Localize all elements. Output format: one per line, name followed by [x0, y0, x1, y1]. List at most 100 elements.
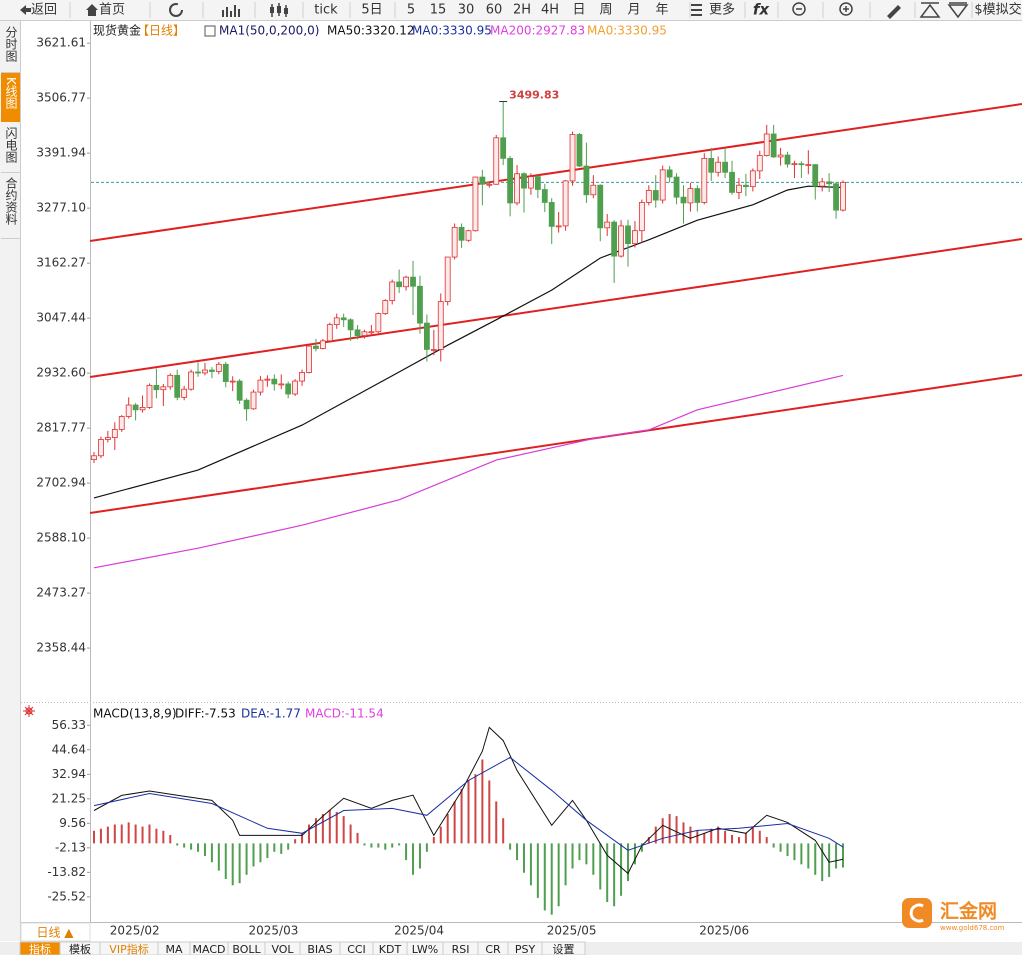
- home-icon[interactable]: [86, 4, 98, 16]
- candle-body: [819, 181, 826, 187]
- macd-bar: [564, 843, 567, 886]
- macd-bar: [321, 814, 324, 844]
- candle-body: [638, 202, 645, 232]
- bottom-tab[interactable]: BOLL: [232, 943, 261, 955]
- toolbar-button[interactable]: 4H: [541, 3, 559, 18]
- toolbar-button[interactable]: 5日: [361, 3, 382, 18]
- bottom-tab[interactable]: MA: [165, 943, 182, 955]
- macd-bar: [606, 843, 609, 903]
- bottom-tab[interactable]: BIAS: [307, 943, 332, 955]
- sidebar-tab[interactable]: K线图: [4, 77, 18, 109]
- triangle-down-icon[interactable]: [947, 2, 969, 19]
- bottom-tab[interactable]: MACD: [193, 943, 226, 955]
- macd-bar: [99, 828, 102, 844]
- candle-body: [666, 169, 673, 178]
- more-icon[interactable]: [691, 4, 702, 16]
- refresh-icon[interactable]: [169, 3, 183, 17]
- macd-bar: [217, 843, 220, 871]
- macd-bar: [356, 832, 359, 844]
- toolbar-button[interactable]: 更多: [709, 2, 735, 18]
- chart-icon[interactable]: [222, 5, 240, 17]
- macd-bar: [377, 843, 380, 848]
- logo-name: 汇金网: [940, 900, 997, 923]
- macd-bar: [710, 828, 713, 844]
- toolbar-button[interactable]: 返回: [31, 3, 57, 18]
- bottom-tab[interactable]: VOL: [271, 943, 294, 955]
- candle-body: [222, 363, 229, 382]
- macd-bar: [516, 843, 519, 861]
- back-icon[interactable]: [20, 5, 31, 15]
- toolbar-button[interactable]: fx: [753, 1, 771, 19]
- sidebar-tab[interactable]: 合约资料: [4, 176, 18, 225]
- macd-bar: [273, 843, 276, 852]
- toolbar-button[interactable]: 15: [430, 3, 447, 18]
- ma-line: [93, 374, 844, 569]
- bottom-tab[interactable]: LW%: [412, 943, 438, 955]
- candle-body: [299, 372, 305, 382]
- candle-body: [202, 369, 208, 374]
- toolbar-button[interactable]: 2H: [513, 3, 531, 18]
- zoom-out-icon[interactable]: [792, 2, 806, 16]
- macd-bar: [661, 818, 664, 844]
- pencil-icon[interactable]: [887, 5, 901, 19]
- macd-bar: [169, 834, 172, 844]
- macd-bar: [197, 843, 200, 852]
- toolbar-button[interactable]: 日: [572, 3, 585, 18]
- high-label: 3499.83: [509, 88, 559, 101]
- candle-body: [389, 281, 396, 302]
- triangle-up-icon[interactable]: [919, 2, 941, 18]
- candle-body: [236, 380, 243, 401]
- toolbar-button[interactable]: $模拟交: [974, 2, 1021, 18]
- macd-bar: [183, 843, 186, 848]
- bottom-tab[interactable]: RSI: [452, 943, 470, 955]
- toolbar-button[interactable]: tick: [314, 3, 338, 18]
- candle-body: [417, 285, 423, 324]
- macd-bar: [418, 843, 421, 869]
- candle-body: [437, 301, 444, 350]
- toolbar-button[interactable]: 首页: [99, 3, 125, 18]
- candle-body: [562, 180, 569, 227]
- candle-body: [763, 133, 770, 156]
- macd-bar: [162, 830, 165, 844]
- macd-bar: [578, 843, 581, 861]
- macd-bar: [328, 809, 331, 844]
- toolbar-button[interactable]: 周: [599, 3, 612, 18]
- bottom-tab[interactable]: PSY: [515, 943, 536, 955]
- bottom-tab[interactable]: 设置: [553, 943, 575, 955]
- y-tick-label: 3506.77: [36, 91, 86, 105]
- bottom-tab[interactable]: CCI: [347, 943, 366, 955]
- bottom-tab[interactable]: KDT: [379, 943, 402, 955]
- indicator-icon[interactable]: [204, 25, 216, 37]
- toolbar-button[interactable]: 年: [655, 3, 668, 18]
- macd-bar: [654, 826, 657, 844]
- zoom-in-icon[interactable]: [839, 2, 853, 16]
- candle-body: [451, 226, 458, 258]
- ma-line: [93, 185, 844, 499]
- toolbar-button[interactable]: 30: [458, 3, 475, 18]
- macd-bar: [370, 843, 373, 848]
- candle-body: [167, 374, 174, 388]
- toolbar-button[interactable]: 月: [627, 3, 640, 18]
- legend-entry: MA50:3320.12: [327, 24, 415, 38]
- macd-bar: [488, 780, 491, 844]
- candle-body: [153, 384, 160, 391]
- candle-body: [798, 163, 805, 166]
- sidebar-tab[interactable]: 分时图: [4, 26, 18, 62]
- x-tick-label: 2025/05: [547, 924, 597, 938]
- period-button[interactable]: [20, 922, 91, 942]
- candle-body: [694, 188, 701, 203]
- bottom-tab[interactable]: VIP指标: [109, 942, 148, 955]
- candle-body: [278, 383, 285, 386]
- toolbar-button[interactable]: 5: [407, 3, 415, 18]
- bottom-tab[interactable]: 指标: [29, 942, 51, 955]
- y-tick-label: 3162.27: [36, 256, 86, 270]
- y-tick-label: 2358.44: [36, 641, 86, 655]
- macd-bar: [314, 818, 317, 844]
- macd-bar: [432, 837, 435, 844]
- toolbar-button[interactable]: 60: [486, 3, 503, 18]
- sidebar-tab[interactable]: 闪电图: [4, 127, 18, 163]
- bottom-tab[interactable]: CR: [485, 943, 501, 955]
- period-button-label[interactable]: 日线 ▲: [36, 926, 74, 940]
- macd-bar: [599, 843, 602, 890]
- bottom-tab[interactable]: 模板: [69, 942, 91, 955]
